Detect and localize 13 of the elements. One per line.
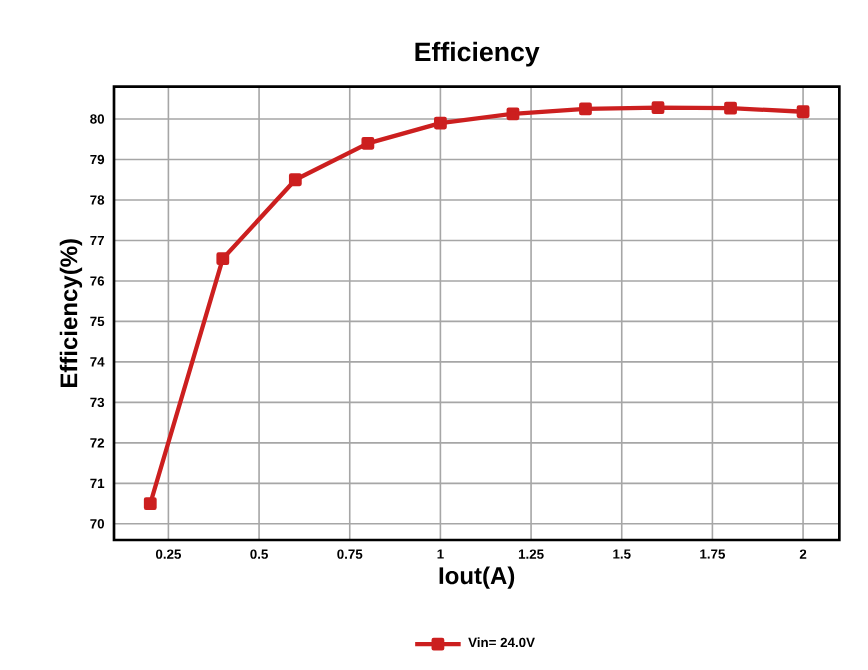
chart-title: Efficiency [415, 41, 540, 67]
point [361, 136, 375, 150]
point [433, 116, 447, 130]
point [506, 107, 520, 121]
point [579, 102, 592, 116]
point [796, 105, 810, 119]
point [143, 497, 157, 510]
point [216, 252, 230, 266]
x-axis-title: Iout(A) [439, 566, 515, 589]
point [724, 101, 737, 115]
point [651, 101, 665, 115]
y-axis-title: Efficiency(%) [59, 239, 83, 388]
point [288, 173, 302, 187]
